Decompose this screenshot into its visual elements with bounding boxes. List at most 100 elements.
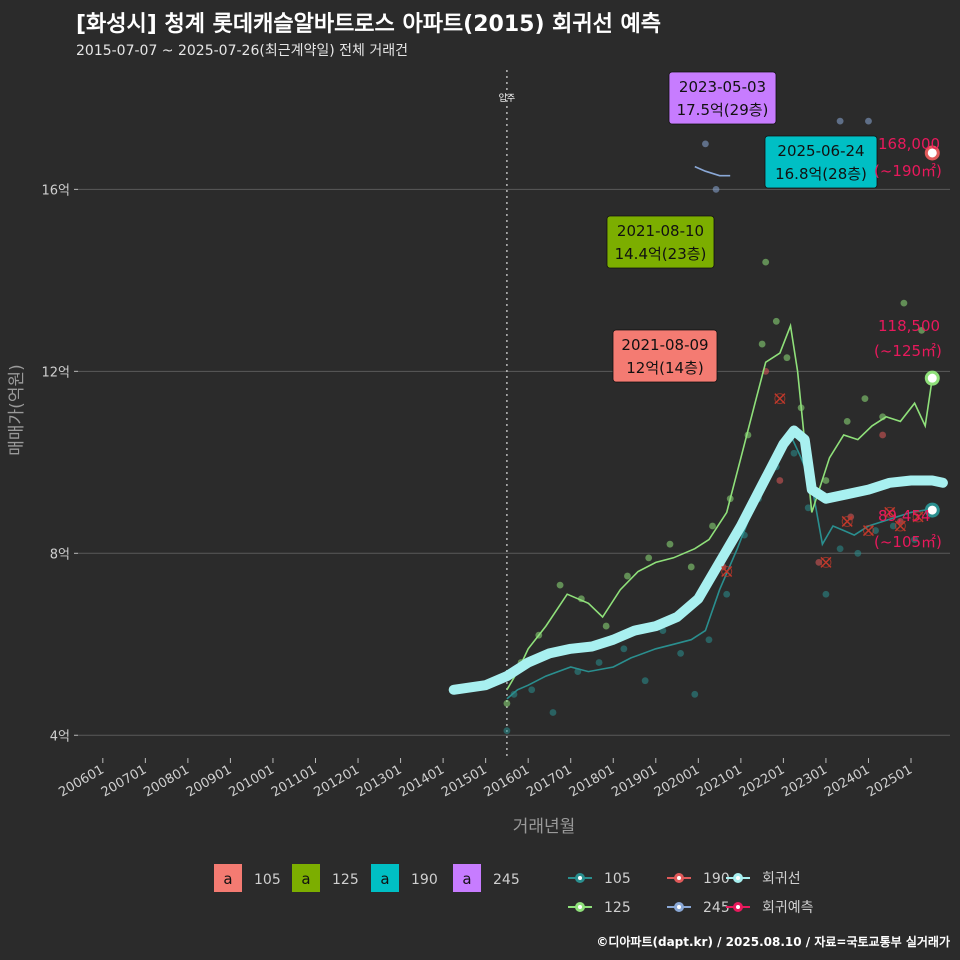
- end-point-190: [924, 145, 940, 161]
- legend-line-dot-center: [677, 905, 681, 909]
- annotation-date: 2021-08-10: [617, 222, 704, 240]
- forecast-cross: [841, 515, 853, 527]
- forecast-cross: [912, 511, 924, 523]
- annotation-value: 17.5억(29층): [677, 101, 769, 119]
- point-125: [709, 522, 716, 530]
- point-125: [843, 417, 851, 425]
- forecast-ring: [774, 393, 786, 405]
- forecast-marker: [894, 520, 906, 532]
- x-tick-label: 201001: [226, 762, 276, 800]
- x-tick-label: 200901: [184, 762, 234, 800]
- legend-line-label: 190: [703, 871, 730, 887]
- annotation-box: [668, 71, 777, 125]
- point-125: [624, 572, 631, 580]
- legend-fill-glyph: a: [301, 870, 310, 888]
- series-lines: [506, 165, 934, 700]
- point-125: [900, 299, 908, 307]
- annotation-value: 16.8억(28층): [775, 165, 867, 183]
- x-tick-label: 202501: [865, 762, 915, 800]
- forecast-cross: [884, 506, 896, 518]
- x-tick-label: 201901: [609, 762, 659, 800]
- point-125: [772, 317, 780, 325]
- point-125: [687, 563, 695, 571]
- chart-subtitle: 2015-07-07 ~ 2025-07-26(최근계약일) 전체 거래건: [76, 43, 408, 59]
- point-105: [595, 659, 603, 666]
- point-105: [503, 727, 511, 735]
- legend-line-label: 245: [703, 900, 730, 916]
- annotation-value: 14.4억(23층): [615, 245, 707, 263]
- x-tick-label: 202201: [737, 762, 787, 800]
- x-tick-label: 202001: [652, 762, 702, 800]
- point-125: [918, 326, 926, 334]
- regression-line: [448, 425, 948, 695]
- annotation-245: 2023-05-03 17.5억(29층): [668, 71, 777, 125]
- point-190: [776, 477, 784, 484]
- point-125: [783, 354, 791, 362]
- forecast-ring: [884, 506, 896, 518]
- point-105: [510, 690, 518, 698]
- legend-fill-glyph: a: [223, 870, 232, 888]
- x-tick-label: 201301: [354, 762, 404, 800]
- point-105: [790, 449, 798, 457]
- point-105: [804, 504, 812, 512]
- forecast-value-190: 168,000: [878, 135, 940, 153]
- x-tick-label: 201401: [397, 762, 447, 800]
- annotations: 2023-05-03 17.5억(29층) 2025-06-24 16.8억(28층)…: [606, 71, 878, 383]
- legend-fill-swatch: [371, 864, 399, 892]
- annotation-date: 2023-05-03: [679, 78, 766, 96]
- forecast-ring: [820, 556, 832, 568]
- legend-fill-label: 105: [254, 872, 281, 888]
- point-105: [691, 690, 699, 698]
- legend-line-dot-center: [736, 905, 740, 909]
- forecast-value-105: 89,454: [878, 507, 931, 525]
- legend-line-dot-center: [736, 876, 740, 880]
- point-105: [620, 645, 628, 653]
- source-caption: ©디아파트(dapt.kr) / 2025.08.10 / 자료=국토교통부 실…: [596, 935, 950, 949]
- annotation-value: 12억(14층): [626, 359, 703, 377]
- point-105: [528, 686, 536, 694]
- forecast-cross: [820, 556, 832, 568]
- forecast-value-125: 118,500: [878, 317, 940, 335]
- annotation-box: [606, 215, 715, 269]
- legend-fill-swatch: [292, 864, 320, 892]
- forecast-cross: [774, 393, 786, 405]
- point-125: [666, 540, 674, 548]
- y-tick-label: 8억: [50, 547, 70, 562]
- point-190: [879, 431, 887, 439]
- move-in-label: 입주: [499, 92, 516, 104]
- y-tick-label: 4억: [50, 729, 70, 744]
- point-125: [602, 622, 610, 630]
- point-105: [889, 522, 897, 530]
- annotation-box: [764, 135, 878, 189]
- legend-fill-label: 125: [332, 872, 359, 888]
- legend-line-dot-center: [677, 876, 681, 880]
- legend-fill-glyph: a: [462, 870, 471, 888]
- x-tick-label: 201101: [269, 762, 319, 800]
- point-105: [822, 590, 830, 598]
- point-125: [822, 477, 830, 484]
- forecast-marker: [862, 525, 875, 537]
- point-105: [836, 545, 844, 553]
- forecast-marker: [774, 393, 786, 405]
- legend-line-label: 105: [604, 871, 631, 887]
- y-tick-label: 12억: [41, 365, 70, 380]
- point-105: [677, 649, 685, 657]
- x-tick-label: 201501: [439, 762, 489, 800]
- point-190: [815, 558, 823, 566]
- x-axis-title: 거래년월: [513, 817, 576, 837]
- x-axis: 2006012007012008012009012010012011012012…: [56, 758, 915, 837]
- x-tick-label: 201601: [482, 762, 532, 800]
- point-125: [503, 700, 511, 707]
- y-axis-title: 매매가(억원): [7, 364, 27, 455]
- end-points: [924, 145, 940, 518]
- x-tick-label: 202101: [694, 762, 744, 800]
- x-tick-label: 202301: [779, 762, 829, 800]
- forecast-cross: [862, 525, 875, 537]
- x-tick-label: 200701: [99, 762, 149, 800]
- move-in-marker: 입주: [499, 70, 516, 758]
- annotation-125: 2021-08-10 14.4억(23층): [606, 215, 715, 269]
- point-245: [865, 117, 872, 125]
- x-tick-label: 201801: [567, 762, 617, 800]
- point-105: [705, 636, 713, 644]
